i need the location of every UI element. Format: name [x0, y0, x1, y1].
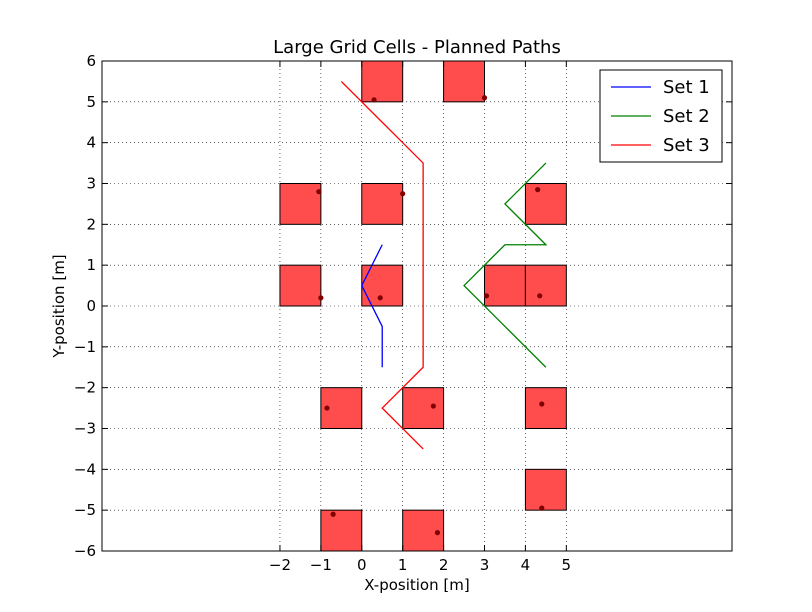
y-tick-label: 5 [86, 93, 96, 111]
y-tick-label: −3 [74, 420, 96, 438]
obstacle-point [400, 191, 406, 197]
obstacle-cell [279, 183, 322, 225]
legend-label-set-1: Set 1 [663, 77, 710, 98]
y-tick-label: −4 [74, 460, 96, 478]
y-tick-label: −6 [74, 542, 96, 560]
obstacle-point [539, 505, 545, 511]
y-tick-label: 1 [86, 256, 96, 274]
obstacle-cell [402, 387, 445, 429]
obstacle-cell [524, 387, 567, 429]
chart-title: Large Grid Cells - Planned Paths [273, 37, 561, 58]
obstacle-cell [443, 60, 486, 103]
obstacle-cell [524, 264, 567, 307]
obstacle-cell [524, 468, 567, 511]
x-axis-label: X-position [m] [364, 576, 469, 594]
obstacle-cell [279, 264, 322, 307]
y-tick-label: 2 [86, 215, 96, 233]
legend: Set 1 Set 2 Set 3 [599, 69, 723, 163]
y-tick-label: −1 [74, 338, 96, 356]
obstacle-point [539, 401, 545, 407]
obstacle-cell [361, 183, 404, 225]
x-tick-label: 2 [439, 556, 449, 574]
x-tick-label: −2 [269, 556, 291, 574]
x-tick-label: 1 [398, 556, 408, 574]
obstacle-point [535, 187, 541, 193]
obstacle-cell [524, 183, 567, 225]
obstacle-point [316, 189, 322, 195]
x-tick-label: 4 [521, 556, 531, 574]
series-line-set-1 [361, 244, 383, 368]
legend-label-set-3: Set 3 [663, 135, 710, 156]
x-tick-label: 3 [480, 556, 490, 574]
x-tick-label: 5 [562, 556, 572, 574]
obstacle-point [330, 511, 336, 517]
obstacle-cell [361, 264, 404, 307]
y-tick-label: 0 [86, 297, 96, 315]
y-tick-label: 6 [86, 52, 96, 70]
y-axis-label: Y-position [m] [50, 254, 68, 358]
obstacle-point [371, 97, 377, 103]
obstacle-cell [320, 509, 363, 552]
y-tick-label: −5 [74, 501, 96, 519]
legend-label-set-2: Set 2 [663, 106, 710, 127]
series-line-set-2 [463, 162, 548, 368]
series-line-set-3 [340, 80, 424, 450]
obstacle-cell [361, 60, 404, 103]
y-tick-label: 3 [86, 175, 96, 193]
obstacle-point [537, 293, 543, 299]
x-tick-label: −1 [310, 556, 332, 574]
obstacle-point [481, 95, 488, 101]
obstacle-point [324, 405, 330, 411]
obstacle-point [377, 295, 383, 301]
obstacle-point [318, 295, 324, 301]
y-tick-label: 4 [86, 134, 96, 152]
y-tick-label: −2 [74, 379, 96, 397]
obstacle-point [434, 530, 441, 536]
obstacle-cell [484, 264, 526, 307]
x-tick-label: 0 [357, 556, 367, 574]
obstacle-point [483, 293, 490, 299]
obstacle-point [430, 403, 436, 409]
